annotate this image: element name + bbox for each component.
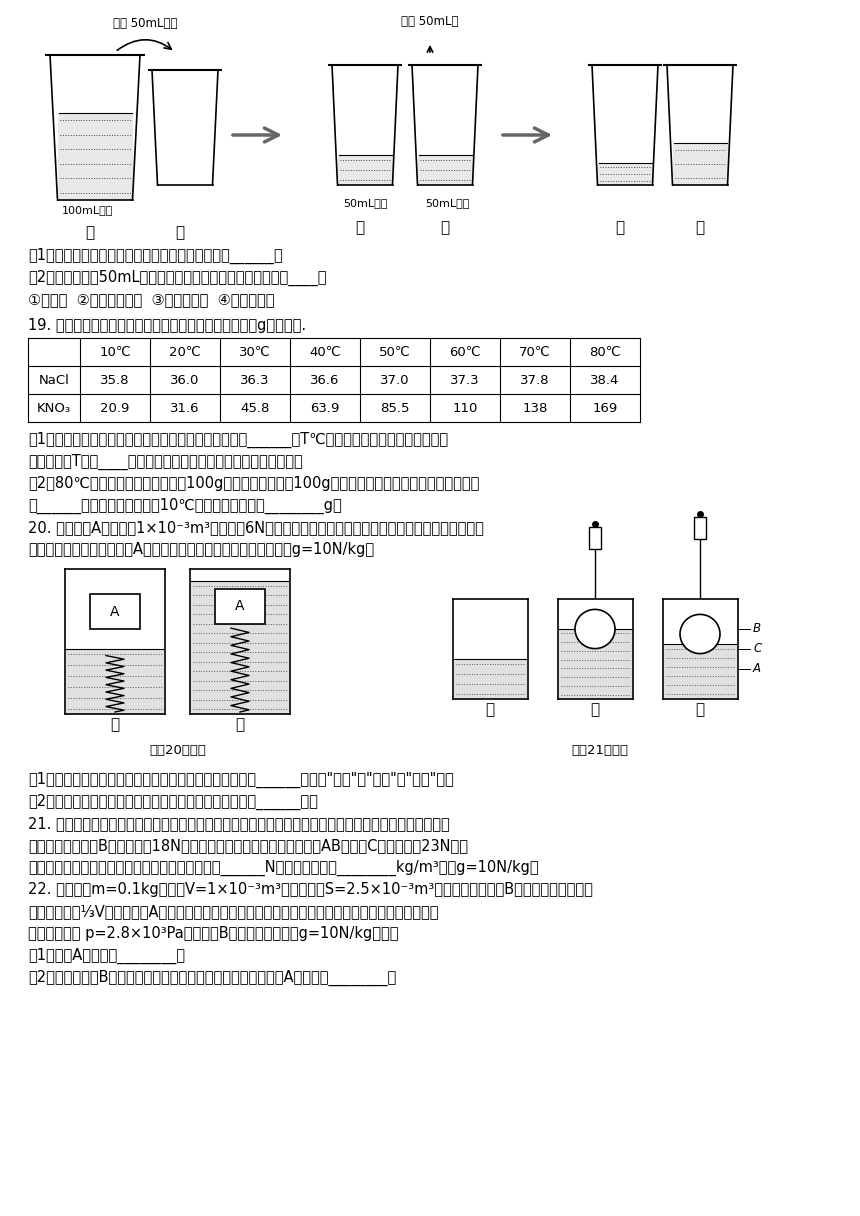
Text: 甲: 甲 [355,220,365,235]
Text: （2）木块完全浸没处于静止状态时，弹簧对木块的拉力为______牛。: （2）木块完全浸没处于静止状态时，弹簧对木块的拉力为______牛。 [28,794,318,810]
Text: 80℃: 80℃ [589,345,621,359]
Text: 数相等，则T介于____之间（从上表温度中选取最近的两个数值）；: 数相等，则T介于____之间（从上表温度中选取最近的两个数值）； [28,454,303,471]
Text: 转移 50mL溶液: 转移 50mL溶液 [113,17,177,30]
Text: （1）在向容器中注水的过程中，水对容器底部的压强逐渐______（选填"增大"、"减小"或"不变"）。: （1）在向容器中注水的过程中，水对容器底部的压强逐渐______（选填"增大"、… [28,772,454,788]
Text: 37.0: 37.0 [380,373,409,387]
Text: 甲: 甲 [616,220,624,235]
Text: C: C [753,642,761,655]
Text: 36.6: 36.6 [310,373,340,387]
Bar [673,143,728,185]
Text: 20. 已知木块A的体积为1×10⁻³m³，重力为6N，与固定在容器底部的轻质弹簧相连，如图甲。现向图甲: 20. 已知木块A的体积为1×10⁻³m³，重力为6N，与固定在容器底部的轻质弹… [28,520,484,535]
Text: 36.0: 36.0 [170,373,200,387]
Bar [215,589,265,624]
Bar [417,154,472,185]
Bar [558,629,631,699]
Text: 63.9: 63.9 [310,401,340,415]
Ellipse shape [575,609,615,648]
Text: 甲: 甲 [485,702,494,717]
Text: NaCl: NaCl [39,373,70,387]
Text: （1）液体A的密度为________；: （1）液体A的密度为________； [28,948,185,964]
Text: KNO₃: KNO₃ [37,401,71,415]
Bar [90,593,140,629]
Text: 30℃: 30℃ [239,345,271,359]
Text: 10℃: 10℃ [99,345,131,359]
Text: 50℃: 50℃ [379,345,411,359]
Text: 85.5: 85.5 [380,401,409,415]
Text: 乙: 乙 [236,717,244,732]
Text: （2）80℃时，将氯化钠和硝酸钾各100g的混合物，加入到100g水中，充分搅拌，不能完全溶解的物质: （2）80℃时，将氯化钠和硝酸钾各100g的混合物，加入到100g水中，充分搅拌… [28,475,479,491]
Bar [191,581,289,714]
Text: 40℃: 40℃ [310,345,341,359]
Ellipse shape [680,614,720,654]
Text: （第21题图）: （第21题图） [572,744,629,758]
Text: 乙），水位上升到B处，示数是18N；再将物体缓慢提出，使水位下降到AB的中点C处，示数是23N（不: 乙），水位上升到B处，示数是18N；再将物体缓慢提出，使水位下降到AB的中点C处… [28,838,468,852]
Text: 50mL溶液: 50mL溶液 [425,198,470,208]
Text: 21. 如图所示，烧杯里面装有一定量的水（图甲），用弹簧测力计吊着未知物体，先将物体浸没在水中（图: 21. 如图所示，烧杯里面装有一定量的水（图甲），用弹簧测力计吊着未知物体，先将… [28,816,450,831]
Text: 50mL溶液: 50mL溶液 [343,198,387,208]
Text: B: B [753,623,761,636]
Text: （2）若要使容器B恰好竖直悬浮在水中（如图乙所示）注入液体A的体积为________。: （2）若要使容器B恰好竖直悬浮在水中（如图乙所示）注入液体A的体积为______… [28,970,396,986]
Text: 容器中缓慢注水，直至木块A完全浸没并处于静止状态，如图乙。（g=10N/kg）: 容器中缓慢注水，直至木块A完全浸没并处于静止状态，如图乙。（g=10N/kg） [28,542,374,557]
Text: 37.8: 37.8 [520,373,550,387]
Bar [664,644,736,699]
Text: 丙: 丙 [696,702,704,717]
Text: ①溶解度  ②溶质质量分数  ③溶剂的质量  ④溶液的密度: ①溶解度 ②溶质质量分数 ③溶剂的质量 ④溶液的密度 [28,292,274,306]
Text: 110: 110 [452,401,477,415]
Text: 100mL溶液: 100mL溶液 [62,206,114,215]
Text: A: A [110,604,120,619]
FancyArrowPatch shape [117,40,171,50]
Text: 37.3: 37.3 [450,373,480,387]
Text: （第20题图）: （第20题图） [149,744,206,758]
Text: 22. 有一质量m=0.1kg，容积V=1×10⁻³m³，横截面积S=2.5×10⁻³m³的圆筒形薄壁容器B（壁厚忽略不计），: 22. 有一质量m=0.1kg，容积V=1×10⁻³m³，横截面积S=2.5×1… [28,882,593,897]
Text: （1）最终甲、乙两烧杯中溶液一定是饱和溶液的是______。: （1）最终甲、乙两烧杯中溶液一定是饱和溶液的是______。 [28,248,283,264]
Text: 乙: 乙 [440,220,450,235]
Text: 70℃: 70℃ [519,345,551,359]
Text: 169: 169 [593,401,617,415]
Text: 乙: 乙 [175,225,185,240]
Bar [694,517,706,539]
Bar [58,113,132,199]
Text: 乙: 乙 [696,220,704,235]
Text: 器底部的压强 p=2.8×10³Pa，（容器B内气体质量不计，g=10N/kg）则：: 器底部的压强 p=2.8×10³Pa，（容器B内气体质量不计，g=10N/kg）… [28,927,398,941]
Text: 36.3: 36.3 [240,373,270,387]
Text: 38.4: 38.4 [590,373,620,387]
Bar [66,649,164,714]
Text: 加入 50mL水: 加入 50mL水 [402,15,458,28]
Bar [589,527,601,548]
Text: 138: 138 [522,401,548,415]
Text: 20℃: 20℃ [169,345,201,359]
Bar [337,154,392,185]
Bar [453,659,526,699]
Text: 19. 已知：氯化钠和硝酸钾在不同温度下的溶解度（单位g）如下表.: 19. 已知：氯化钠和硝酸钾在不同温度下的溶解度（单位g）如下表. [28,319,306,333]
Text: 现注入体积为⅓V的某种液体A后，将其封口放入水中，且保持竖直漂浮状态，如图甲所示，此时水对容: 现注入体积为⅓V的某种液体A后，将其封口放入水中，且保持竖直漂浮状态，如图甲所示… [28,903,439,919]
Text: 35.8: 35.8 [101,373,130,387]
Text: 计物体带出的水），则物体浸没时所受到的浮力是______N，物体的密度是________kg/m³。（g=10N/kg）: 计物体带出的水），则物体浸没时所受到的浮力是______N，物体的密度是____… [28,860,538,877]
Text: （1）氯化钠和硝酸钾的溶解度随温度变化趋势更大的是______；T℃时，二者饱和溶液的溶质质量分: （1）氯化钠和硝酸钾的溶解度随温度变化趋势更大的是______；T℃时，二者饱和… [28,432,448,449]
Text: 甲: 甲 [110,717,120,732]
Text: 60℃: 60℃ [449,345,481,359]
Text: 是______；将所得溶液冷却到10℃时，溶液的质量是________g。: 是______；将所得溶液冷却到10℃时，溶液的质量是________g。 [28,499,341,514]
Text: A: A [753,663,761,676]
Text: A: A [236,599,245,614]
Text: 31.6: 31.6 [170,401,200,415]
Text: 20.9: 20.9 [101,401,130,415]
Text: 乙: 乙 [591,702,599,717]
Text: （2）乙溶液在加50mL水的过程中，下列这些量逐渐减小的是____。: （2）乙溶液在加50mL水的过程中，下列这些量逐渐减小的是____。 [28,270,327,286]
Bar [598,163,653,185]
Text: 甲: 甲 [85,225,95,240]
Text: 45.8: 45.8 [240,401,270,415]
